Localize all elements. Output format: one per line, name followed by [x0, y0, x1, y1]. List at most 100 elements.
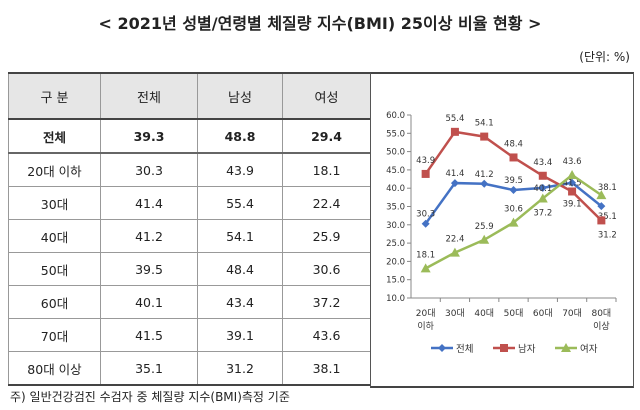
table-cell: 54.1	[197, 219, 283, 253]
table-cell: 48.4	[197, 252, 283, 286]
table-cell: 25.9	[282, 219, 371, 253]
data-point-triangle	[561, 343, 571, 352]
data-label: 39.1	[563, 199, 582, 209]
data-point-square	[480, 132, 489, 141]
legend-label: 전체	[456, 344, 473, 355]
x-tick-label-line2: 이하	[417, 321, 434, 332]
unit-label: (단위: %)	[579, 50, 630, 64]
y-tick-label: 10.0	[386, 294, 405, 304]
line-chart: 10.0 15.0 20.0 25.0 30.0 35.0 40.0 45.0 50.0 55.0…	[386, 111, 617, 355]
data-label: 41.2	[475, 170, 494, 180]
data-label: 35.1	[598, 212, 617, 222]
data-point-triangle	[420, 263, 431, 273]
data-point-diamond	[421, 219, 430, 228]
table-cell: 43.4	[197, 285, 283, 319]
table-cell: 39.1	[197, 318, 283, 352]
table-cell: 55.4	[197, 186, 283, 220]
data-label: 18.1	[416, 250, 435, 260]
data-point-square	[421, 169, 430, 178]
data-label: 39.5	[504, 176, 523, 186]
data-point-square	[500, 344, 508, 352]
table-cell: 50대	[8, 252, 101, 286]
y-tick-label: 60.0	[386, 111, 405, 121]
y-tick-label: 20.0	[386, 257, 405, 267]
data-point-square	[450, 127, 459, 136]
table-cell: 22.4	[282, 186, 371, 220]
data-label: 43.4	[533, 158, 552, 168]
table-cell: 41.5	[100, 318, 198, 352]
table-row: 80대 이상 35.1 31.2 38.1	[8, 351, 371, 386]
table-cell: 60대	[8, 285, 101, 319]
x-tick-label: 50대	[504, 308, 524, 319]
data-point-square	[509, 153, 518, 162]
data-label: 55.4	[445, 114, 464, 124]
page-title: < 2021년 성별/연령별 체질량 지수(BMI) 25이상 비율 현황 >	[98, 14, 542, 33]
x-tick-label: 40대	[474, 308, 494, 319]
data-label: 40.1	[533, 184, 552, 194]
table-cell: 30.3	[100, 152, 198, 187]
table-row: 50대 39.5 48.4 30.6	[8, 252, 371, 286]
table-cell: 37.2	[282, 285, 371, 319]
y-tick-label: 15.0	[386, 276, 405, 286]
data-point-diamond	[568, 178, 577, 187]
footnote: 주) 일반건강검진 수검자 중 체질량 지수(BMI)측정 기준	[10, 390, 290, 404]
table-cell: 30대	[8, 186, 101, 220]
data-label: 22.4	[445, 235, 464, 245]
data-point-diamond	[450, 179, 459, 188]
header-category: 구 분	[8, 72, 101, 120]
y-tick-label: 45.0	[386, 166, 405, 176]
data-point-diamond	[438, 344, 446, 352]
table-cell: 80대 이상	[8, 351, 101, 386]
data-point-square	[568, 187, 577, 196]
table-cell: 39.3	[100, 118, 198, 154]
header-male: 남성	[197, 72, 283, 120]
table-cell: 43.6	[282, 318, 371, 352]
table-cell: 43.9	[197, 152, 283, 187]
data-label: 38.1	[598, 183, 617, 193]
table-cell: 48.8	[197, 118, 283, 154]
x-tick-label-line2: 이상	[593, 321, 610, 332]
table-row: 70대 41.5 39.1 43.6	[8, 318, 371, 352]
data-label: 31.2	[598, 230, 617, 240]
table-cell: 41.4	[100, 186, 198, 220]
y-tick-label: 25.0	[386, 239, 405, 249]
data-point-triangle	[537, 193, 548, 203]
legend-label: 남자	[518, 344, 536, 355]
table-row: 30대 41.4 55.4 22.4	[8, 186, 371, 220]
table-cell: 70대	[8, 318, 101, 352]
y-tick-label: 50.0	[386, 148, 405, 158]
table-cell: 40대	[8, 219, 101, 253]
data-point-diamond	[509, 186, 518, 195]
data-label: 43.6	[563, 157, 582, 167]
data-point-triangle	[596, 190, 607, 200]
table-row: 전체 39.3 48.8 29.4	[8, 118, 371, 154]
table-cell: 40.1	[100, 285, 198, 319]
x-tick-label: 80대	[591, 308, 611, 319]
header-total: 전체	[100, 72, 198, 120]
table-cell: 전체	[8, 118, 101, 154]
data-point-diamond	[480, 179, 489, 188]
table-cell: 29.4	[282, 118, 371, 154]
x-tick-label: 70대	[562, 308, 582, 319]
data-point-square	[597, 216, 606, 225]
bmi-table: 구 분 전체 남성 여성 전체 39.3 48.8 29.4 20대 이하 30.3 43.…	[8, 72, 371, 386]
data-label: 41.4	[445, 169, 464, 179]
chart-panel: 10.0 15.0 20.0 25.0 30.0 35.0 40.0 45.0 50.0 55.0…	[370, 72, 634, 388]
x-tick-label: 60대	[533, 308, 553, 319]
table-cell: 35.1	[100, 351, 198, 386]
data-point-diamond	[597, 202, 606, 211]
data-label: 43.9	[416, 156, 435, 166]
data-label: 30.6	[504, 205, 523, 215]
header-female: 여성	[282, 72, 371, 120]
table-cell: 30.6	[282, 252, 371, 286]
data-point-triangle	[508, 217, 519, 227]
data-point-square	[538, 171, 547, 180]
table-row: 20대 이하 30.3 43.9 18.1	[8, 152, 371, 187]
table-cell: 31.2	[197, 351, 283, 386]
table-cell: 20대 이하	[8, 152, 101, 187]
table-row: 40대 41.2 54.1 25.9	[8, 219, 371, 253]
y-tick-label: 55.0	[386, 129, 405, 139]
data-label: 41.5	[563, 179, 582, 189]
table-cell: 39.5	[100, 252, 198, 286]
data-label: 30.3	[416, 210, 435, 220]
